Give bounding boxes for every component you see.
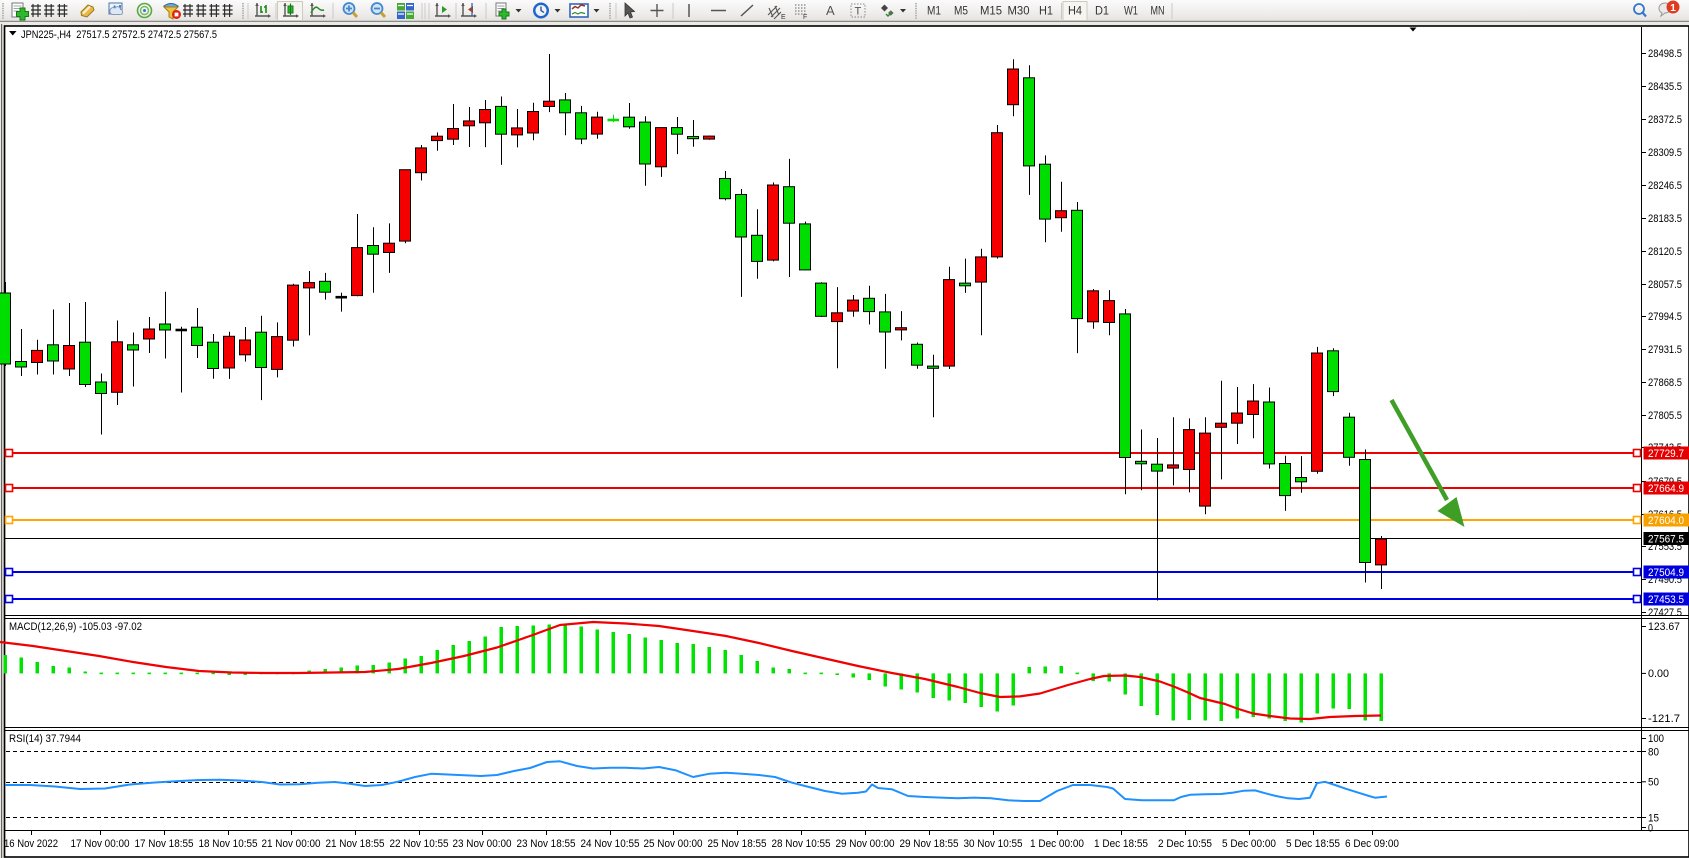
svg-text:30 Nov 10:55: 30 Nov 10:55 xyxy=(964,838,1023,850)
svg-text:23 Nov 18:55: 23 Nov 18:55 xyxy=(517,838,576,850)
svg-text:28 Nov 10:55: 28 Nov 10:55 xyxy=(772,838,831,850)
svg-text:6 Dec 09:00: 6 Dec 09:00 xyxy=(1345,838,1399,850)
svg-text:W1: W1 xyxy=(1124,6,1138,18)
svg-text:M30: M30 xyxy=(1008,6,1030,18)
svg-text:27504.9: 27504.9 xyxy=(1648,567,1684,579)
svg-text:27805.5: 27805.5 xyxy=(1648,410,1682,422)
svg-text:21 Nov 18:55: 21 Nov 18:55 xyxy=(326,838,385,850)
svg-text:23 Nov 00:00: 23 Nov 00:00 xyxy=(453,838,512,850)
svg-text:16 Nov 2022: 16 Nov 2022 xyxy=(4,838,58,850)
svg-text:1 Dec 00:00: 1 Dec 00:00 xyxy=(1030,838,1084,850)
svg-text:24 Nov 10:55: 24 Nov 10:55 xyxy=(581,838,640,850)
svg-text:M5: M5 xyxy=(954,6,968,18)
svg-text:27453.5: 27453.5 xyxy=(1648,594,1684,606)
svg-text:5 Dec 00:00: 5 Dec 00:00 xyxy=(1222,838,1276,850)
svg-text:1: 1 xyxy=(1670,2,1676,14)
svg-text:27729.7: 27729.7 xyxy=(1648,448,1684,460)
svg-text:A: A xyxy=(826,3,835,18)
svg-text:0.00: 0.00 xyxy=(1648,668,1669,680)
svg-text:22 Nov 10:55: 22 Nov 10:55 xyxy=(390,838,449,850)
svg-text:27994.5: 27994.5 xyxy=(1648,311,1682,323)
svg-text:27427.5: 27427.5 xyxy=(1648,607,1682,619)
svg-text:28246.5: 28246.5 xyxy=(1648,180,1682,192)
svg-text:21 Nov 00:00: 21 Nov 00:00 xyxy=(262,838,321,850)
svg-text:28120.5: 28120.5 xyxy=(1648,246,1682,258)
svg-text:0: 0 xyxy=(1648,822,1653,834)
svg-text:M15: M15 xyxy=(980,6,1002,18)
svg-text:28309.5: 28309.5 xyxy=(1648,147,1682,159)
svg-text:T: T xyxy=(855,6,862,18)
svg-text:27931.5: 27931.5 xyxy=(1648,344,1682,356)
svg-text:D1: D1 xyxy=(1095,6,1109,18)
svg-text:-121.7: -121.7 xyxy=(1648,713,1680,725)
svg-text:80: 80 xyxy=(1648,746,1659,758)
svg-text:27664.9: 27664.9 xyxy=(1648,483,1684,495)
svg-text:18 Nov 10:55: 18 Nov 10:55 xyxy=(199,838,258,850)
svg-text:E: E xyxy=(781,14,786,21)
svg-text:MN: MN xyxy=(1151,6,1165,18)
svg-text:28372.5: 28372.5 xyxy=(1648,114,1682,126)
svg-text:17 Nov 18:55: 17 Nov 18:55 xyxy=(135,838,194,850)
svg-text:5 Dec 18:55: 5 Dec 18:55 xyxy=(1286,838,1340,850)
svg-text:M1: M1 xyxy=(927,6,941,18)
svg-text:29 Nov 18:55: 29 Nov 18:55 xyxy=(900,838,959,850)
svg-text:28183.5: 28183.5 xyxy=(1648,213,1682,225)
svg-text:27868.5: 27868.5 xyxy=(1648,377,1682,389)
svg-text:25 Nov 18:55: 25 Nov 18:55 xyxy=(708,838,767,850)
svg-text:28498.5: 28498.5 xyxy=(1648,48,1682,60)
svg-text:28057.5: 28057.5 xyxy=(1648,279,1682,291)
svg-text:100: 100 xyxy=(1648,733,1664,745)
svg-text:28435.5: 28435.5 xyxy=(1648,81,1682,93)
svg-text:H1: H1 xyxy=(1039,6,1053,18)
svg-text:RSI(14) 37.7944: RSI(14) 37.7944 xyxy=(9,733,81,745)
svg-text:50: 50 xyxy=(1648,777,1659,789)
svg-text:17 Nov 00:00: 17 Nov 00:00 xyxy=(71,838,130,850)
svg-text:MACD(12,26,9) -105.03 -97.02: MACD(12,26,9) -105.03 -97.02 xyxy=(9,621,142,633)
svg-text:123.67: 123.67 xyxy=(1648,621,1680,633)
svg-text:H4: H4 xyxy=(1068,6,1083,18)
svg-text:2 Dec 10:55: 2 Dec 10:55 xyxy=(1158,838,1212,850)
svg-text:F: F xyxy=(803,14,807,21)
svg-text:15: 15 xyxy=(1648,812,1659,824)
svg-text:27604.0: 27604.0 xyxy=(1648,515,1684,527)
svg-text:27567.5: 27567.5 xyxy=(1648,534,1684,546)
svg-text:JPN225-,H4 27517.5 27572.5 27: JPN225-,H4 27517.5 27572.5 27472.5 27567… xyxy=(21,29,217,41)
svg-text:1 Dec 18:55: 1 Dec 18:55 xyxy=(1094,838,1148,850)
svg-text:25 Nov 00:00: 25 Nov 00:00 xyxy=(644,838,703,850)
svg-text:29 Nov 00:00: 29 Nov 00:00 xyxy=(836,838,895,850)
